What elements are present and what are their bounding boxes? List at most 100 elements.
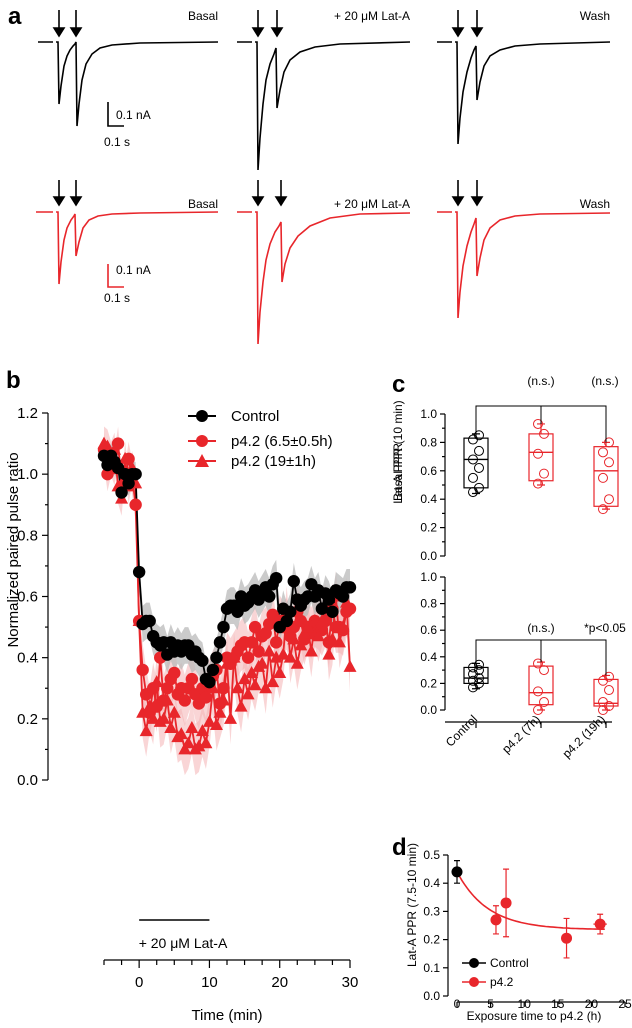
- b-point-triangle: [209, 717, 223, 730]
- c-point: [598, 697, 608, 708]
- b-point-circle: [343, 581, 357, 594]
- b-point-circle: [129, 467, 142, 481]
- c-point: [604, 671, 614, 682]
- b-point-circle: [262, 590, 276, 603]
- d-ytick-label: 0.3: [423, 904, 440, 918]
- b-point-triangle: [213, 705, 227, 718]
- b-point-triangle: [227, 650, 241, 663]
- b-ytick-label: 0.2: [17, 711, 38, 728]
- b-sem-band-0: [104, 443, 350, 701]
- b-point-triangle: [276, 647, 290, 660]
- legend-marker-control: [196, 410, 208, 422]
- b-point-circle: [143, 614, 156, 628]
- b-drug-label: + 20 μM Lat-A: [139, 935, 228, 951]
- arrow-icon: [470, 196, 484, 207]
- b-point-circle: [115, 486, 128, 499]
- b-point-circle: [168, 666, 181, 680]
- d-ytick-label: 0.4: [423, 876, 440, 890]
- b-point-triangle: [160, 693, 174, 706]
- b-point-circle: [287, 575, 300, 588]
- b-point-circle: [245, 636, 258, 649]
- b-point-triangle: [283, 650, 297, 663]
- c-point: [533, 705, 543, 715]
- b-point-triangle: [297, 626, 311, 639]
- c-ytick-label: 0.0: [420, 703, 437, 717]
- c-cat-p42-19h: p4.2 (19h): [560, 712, 609, 761]
- c-point: [598, 447, 608, 458]
- legend-label-control: Control: [231, 408, 279, 425]
- b-point-circle: [270, 571, 283, 585]
- b-point-triangle: [174, 727, 188, 740]
- d-ytick-label: 0.2: [423, 933, 440, 947]
- trace-label-basal-black: Basal: [188, 9, 218, 23]
- c-point: [474, 445, 484, 456]
- c-point: [468, 454, 478, 465]
- b-point-triangle: [157, 711, 171, 724]
- arrow-icon: [69, 196, 83, 207]
- c-point: [468, 472, 478, 483]
- legend-label-p42-short: p4.2 (6.5±0.5h): [231, 433, 333, 450]
- b-point-triangle: [269, 650, 283, 663]
- c-point: [598, 504, 608, 515]
- scale-time-black: 0.1 s: [104, 135, 130, 149]
- c-sig-bracket: [475, 405, 607, 443]
- b-point-triangle: [266, 675, 280, 688]
- b-point-triangle: [255, 656, 269, 669]
- d-xtick-label: 25: [618, 997, 632, 1011]
- b-point-triangle: [273, 665, 287, 678]
- b-xlabel: Time (min): [191, 1007, 262, 1024]
- b-point-triangle: [332, 635, 346, 648]
- c-cat-p42-7h: p4.2 (7h): [499, 712, 543, 756]
- trace-basal-black: [38, 41, 219, 127]
- b-point-triangle: [262, 644, 276, 657]
- b-point-triangle: [325, 632, 339, 645]
- trace-label-wash-red: Wash: [580, 197, 610, 211]
- b-point-triangle: [322, 647, 336, 660]
- panel-b-ppr-timecourse: b 0.0 0.2 0.4 0.6 0.8 1.0 1.2 0 10 20 30 Normalize…: [5, 367, 358, 1024]
- c-basal-sig-2: (n.s.): [591, 374, 618, 388]
- d-xtick-label: 0: [454, 997, 461, 1011]
- b-point-circle: [210, 651, 223, 664]
- c-basal-ylabel: Basal PPR: [391, 443, 405, 501]
- legend-marker-p42-short: [196, 435, 208, 447]
- b-point-circle: [315, 602, 329, 615]
- b-point-circle: [322, 593, 336, 606]
- b-point-circle: [217, 682, 230, 695]
- b-point-triangle: [339, 595, 353, 608]
- trace-label-lata-red: + 20 μM Lat-A: [334, 197, 410, 211]
- b-point-triangle: [287, 632, 301, 645]
- arrow-icon: [52, 27, 66, 38]
- c-ytick-label: 1.0: [420, 407, 437, 421]
- scale-current-red: 0.1 nA: [116, 263, 151, 277]
- b-point-triangle: [136, 705, 150, 718]
- panel-c-label: c: [392, 371, 405, 398]
- b-point-circle: [129, 498, 142, 511]
- arrow-icon: [69, 27, 83, 38]
- c-point: [474, 482, 484, 493]
- c-ytick-label: 0.4: [420, 650, 437, 664]
- b-point-triangle: [301, 620, 315, 633]
- d-ytick-label: 0.5: [423, 848, 440, 862]
- d-xtick-label: 5: [487, 997, 494, 1011]
- b-xtick-label: 10: [201, 974, 218, 991]
- c-ytick-label: 0.6: [420, 464, 437, 478]
- d-ytick-label: 0.1: [423, 961, 440, 975]
- b-point-circle: [203, 675, 216, 689]
- d-fit-curve: [456, 871, 605, 930]
- c-point: [604, 437, 614, 448]
- panel-a-traces: a Basal + 20 μM Lat-A Wash Basal + 20 μM…: [8, 3, 611, 345]
- c-point: [474, 430, 484, 441]
- c-point: [474, 659, 484, 670]
- b-point-triangle: [304, 644, 318, 657]
- b-point-triangle: [238, 672, 252, 685]
- b-ylabel: Normalized paired pulse ratio: [5, 452, 22, 647]
- b-point-triangle: [234, 699, 248, 712]
- stimulus-arrows: [52, 10, 484, 207]
- b-point-triangle: [202, 714, 216, 727]
- b-point-circle: [196, 654, 209, 667]
- b-point-circle: [213, 636, 227, 649]
- c-basal-sig-1: (n.s.): [527, 374, 554, 388]
- legend-label-p42-long: p4.2 (19±1h): [231, 453, 316, 470]
- b-ytick-label: 0.4: [17, 650, 38, 667]
